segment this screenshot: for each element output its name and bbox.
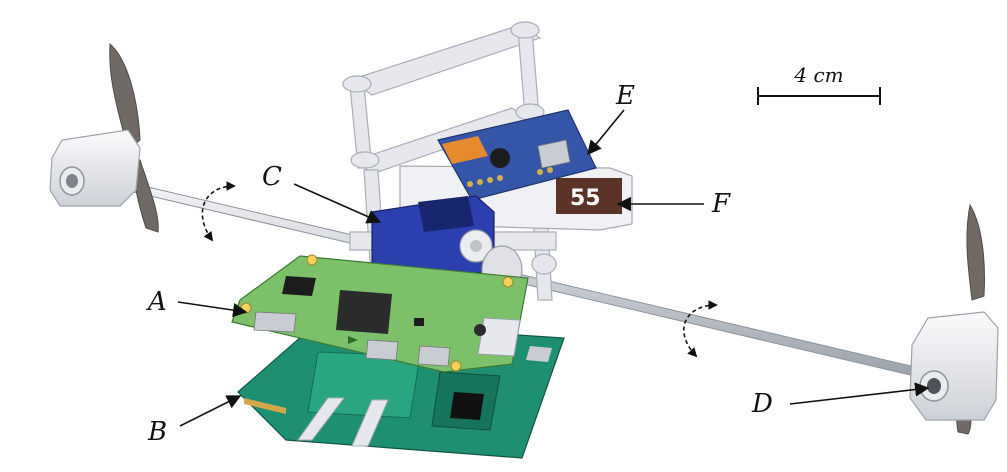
left-tilt-rotation-arrow	[201, 181, 236, 242]
left-motor-pod	[49, 129, 141, 207]
left-propeller	[109, 42, 159, 233]
label-e: E	[615, 81, 635, 111]
scale-bar-text: 4 cm	[793, 63, 843, 87]
right-motor-pod	[909, 311, 999, 421]
label-b: B	[147, 417, 167, 447]
label-f: F	[711, 189, 731, 219]
module-marking: 55	[570, 186, 601, 211]
callout-f: F	[616, 189, 731, 219]
label-d: D	[751, 389, 773, 419]
gps-board-e	[437, 109, 597, 201]
callout-e: E	[587, 81, 635, 156]
callout-c: C	[262, 162, 382, 224]
label-a: A	[146, 287, 167, 317]
callout-b: B	[147, 395, 242, 447]
scale-bar: 4 cm	[757, 63, 881, 105]
right-tilt-rotation-arrow	[683, 300, 718, 358]
callout-d: D	[751, 382, 930, 419]
label-c: C	[262, 162, 282, 192]
servo-c	[371, 195, 523, 295]
callout-a: A	[146, 287, 248, 318]
